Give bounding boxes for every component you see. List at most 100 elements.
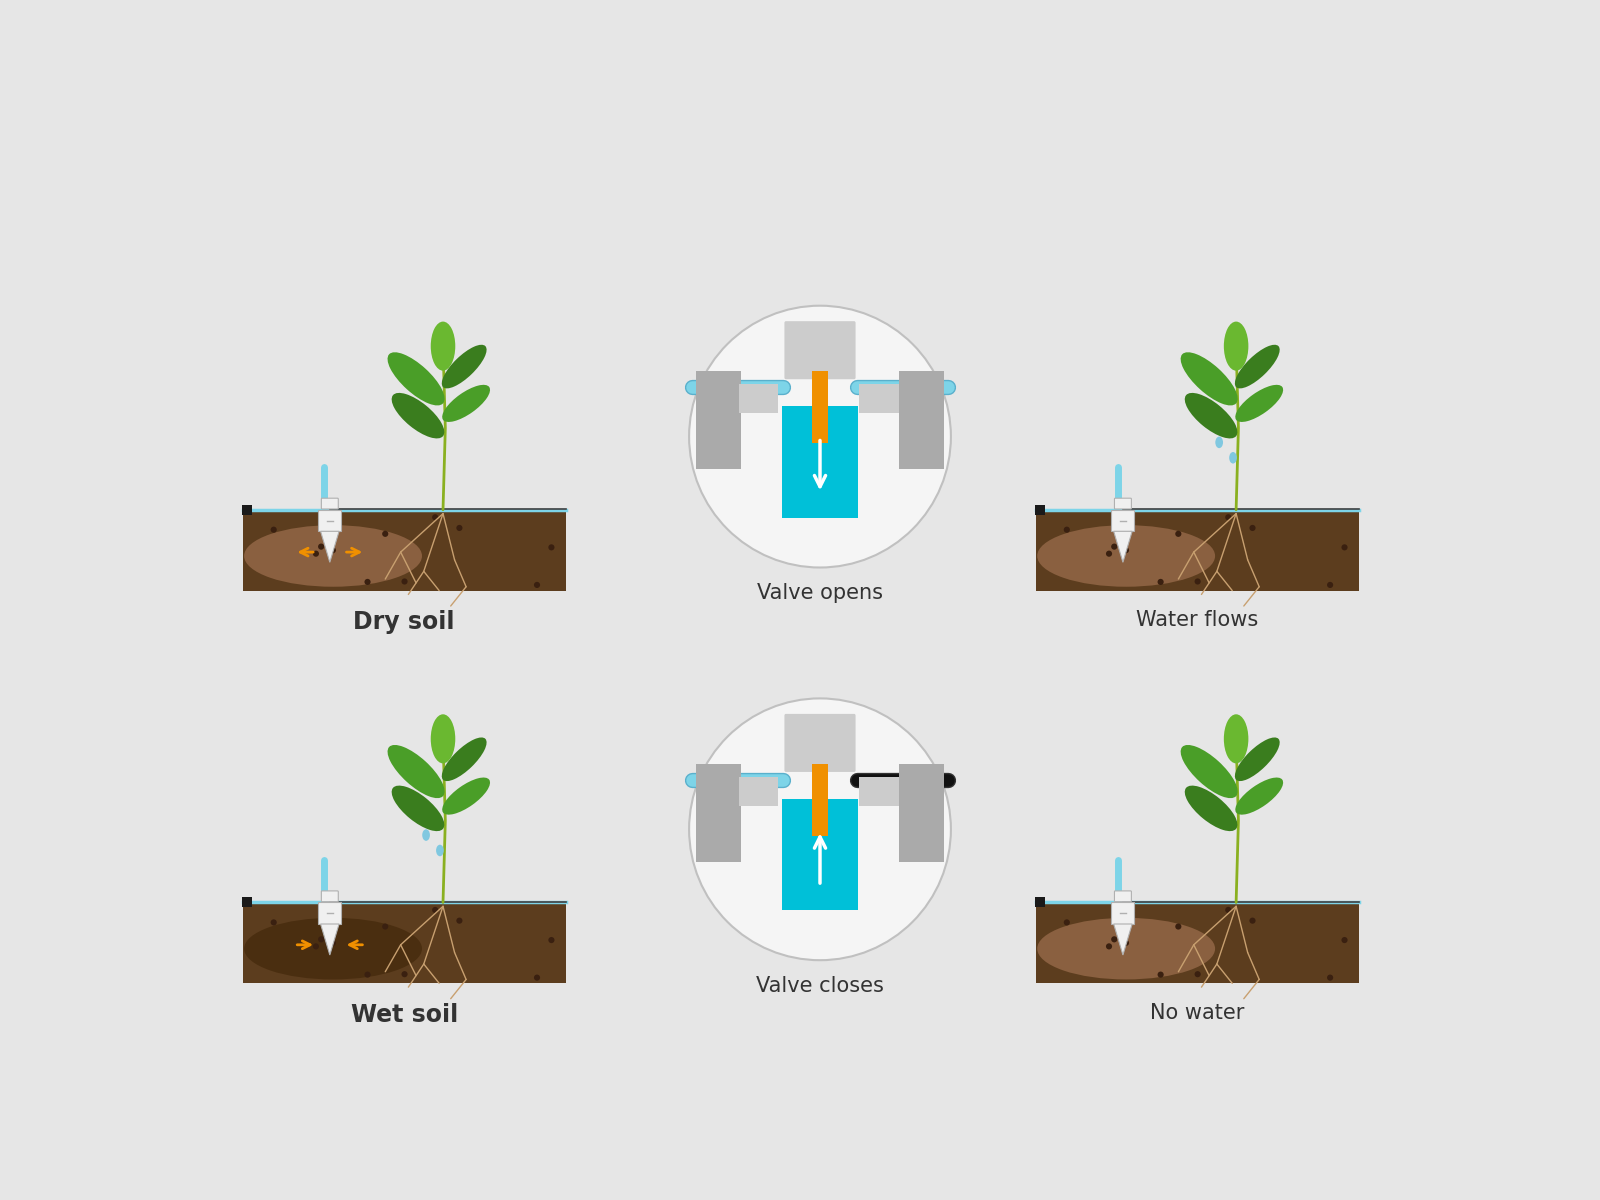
Circle shape (1250, 918, 1256, 924)
Ellipse shape (1216, 437, 1222, 448)
Bar (243, 510, 566, 590)
Bar (1035, 510, 1358, 590)
Circle shape (336, 517, 342, 523)
Ellipse shape (437, 845, 443, 857)
Ellipse shape (1037, 918, 1214, 979)
Circle shape (382, 924, 389, 930)
FancyBboxPatch shape (1115, 498, 1131, 509)
Circle shape (1123, 940, 1130, 946)
Ellipse shape (387, 353, 445, 406)
Bar (813, 764, 827, 836)
Bar (899, 764, 944, 862)
Circle shape (365, 578, 371, 586)
Ellipse shape (1181, 353, 1238, 406)
Circle shape (1226, 907, 1232, 913)
Circle shape (1326, 582, 1333, 588)
Circle shape (330, 547, 336, 553)
Circle shape (1064, 919, 1070, 925)
Circle shape (1123, 547, 1130, 553)
Circle shape (330, 940, 336, 946)
Bar (899, 371, 944, 469)
Circle shape (456, 524, 462, 532)
Bar (318, 510, 341, 532)
Circle shape (1110, 936, 1117, 942)
Ellipse shape (442, 385, 490, 422)
FancyBboxPatch shape (322, 498, 338, 509)
Ellipse shape (1235, 778, 1283, 815)
Circle shape (1341, 937, 1347, 943)
Ellipse shape (442, 344, 486, 389)
Circle shape (1110, 544, 1117, 550)
Ellipse shape (430, 322, 456, 371)
Circle shape (1157, 578, 1163, 586)
Circle shape (690, 306, 950, 568)
Circle shape (1106, 551, 1112, 557)
Ellipse shape (1184, 392, 1237, 438)
FancyBboxPatch shape (322, 890, 338, 901)
Bar (859, 776, 899, 805)
Circle shape (318, 544, 325, 550)
Ellipse shape (245, 526, 422, 587)
Bar (813, 371, 827, 443)
Circle shape (1195, 578, 1200, 584)
Ellipse shape (430, 714, 456, 763)
Circle shape (432, 514, 438, 521)
Ellipse shape (1181, 745, 1238, 798)
Polygon shape (1114, 924, 1133, 955)
Circle shape (534, 974, 541, 980)
Ellipse shape (245, 918, 422, 979)
Bar (1112, 510, 1134, 532)
Bar (739, 776, 778, 805)
Bar (739, 384, 778, 413)
Text: Wet soil: Wet soil (350, 1002, 458, 1026)
Ellipse shape (1224, 322, 1248, 371)
Ellipse shape (422, 829, 430, 841)
Circle shape (432, 907, 438, 913)
Ellipse shape (1235, 344, 1280, 389)
Bar (1035, 505, 1045, 515)
Circle shape (1176, 530, 1181, 536)
Circle shape (314, 943, 318, 949)
Ellipse shape (1229, 452, 1237, 463)
Bar (242, 505, 251, 515)
Bar (696, 764, 741, 862)
Text: Water flows: Water flows (1136, 610, 1259, 630)
FancyBboxPatch shape (784, 714, 856, 772)
Bar (318, 902, 341, 924)
FancyBboxPatch shape (784, 322, 856, 379)
Circle shape (1326, 974, 1333, 980)
Circle shape (1250, 524, 1256, 532)
Circle shape (1157, 972, 1163, 978)
Bar (1112, 902, 1134, 924)
Circle shape (1176, 924, 1181, 930)
Circle shape (549, 545, 555, 551)
Ellipse shape (392, 392, 445, 438)
Circle shape (1195, 971, 1200, 977)
Text: Valve closes: Valve closes (757, 976, 883, 996)
Circle shape (365, 972, 371, 978)
Text: Valve opens: Valve opens (757, 583, 883, 602)
Circle shape (456, 918, 462, 924)
Bar (1035, 898, 1045, 907)
Circle shape (270, 527, 277, 533)
Bar (243, 902, 566, 983)
Bar (1035, 902, 1358, 983)
Polygon shape (320, 924, 339, 955)
Circle shape (1064, 527, 1070, 533)
Bar (696, 371, 741, 469)
Polygon shape (320, 532, 339, 563)
Bar (782, 407, 858, 517)
Circle shape (314, 551, 318, 557)
Ellipse shape (1184, 786, 1237, 832)
Circle shape (402, 971, 408, 977)
Circle shape (270, 919, 277, 925)
Ellipse shape (442, 778, 490, 815)
Ellipse shape (1224, 714, 1248, 763)
Ellipse shape (392, 786, 445, 832)
Circle shape (534, 582, 541, 588)
Circle shape (1341, 545, 1347, 551)
Circle shape (1226, 514, 1232, 521)
Ellipse shape (1235, 385, 1283, 422)
Bar (859, 384, 899, 413)
Polygon shape (1114, 532, 1133, 563)
